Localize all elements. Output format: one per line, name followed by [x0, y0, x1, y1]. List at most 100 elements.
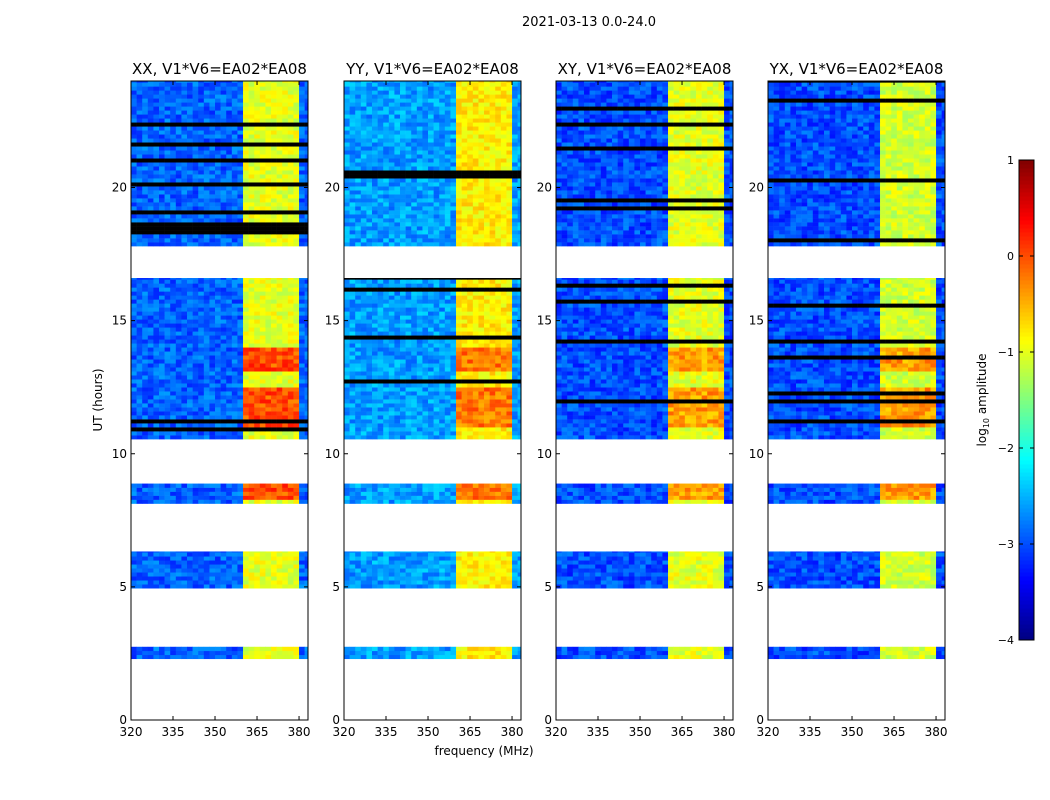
heatmap-cell: [299, 291, 305, 296]
heatmap-cell: [187, 403, 193, 408]
heatmap-cell: [422, 343, 429, 348]
heatmap-cell: [416, 646, 423, 652]
heatmap-cell: [489, 351, 496, 356]
heatmap-cell: [265, 403, 272, 408]
heatmap-cell: [372, 431, 378, 436]
heatmap-cell: [131, 327, 137, 332]
heatmap-cell: [237, 226, 244, 231]
heatmap-cell: [495, 419, 502, 424]
heatmap-cell: [282, 307, 289, 312]
heatmap-cell: [243, 238, 249, 243]
heatmap-cell: [276, 387, 283, 392]
heatmap-cell: [293, 311, 300, 316]
heatmap-cell: [276, 375, 283, 380]
heatmap-cell: [248, 654, 255, 660]
heatmap-cell: [422, 495, 429, 500]
heatmap-cell: [159, 106, 165, 111]
heatmap-cell: [495, 564, 502, 569]
heatmap-cell: [405, 491, 412, 496]
heatmap-cell: [304, 126, 309, 131]
heatmap-cell: [467, 371, 474, 376]
heatmap-cell: [164, 295, 171, 300]
heatmap-cell: [170, 343, 177, 348]
heatmap-cell: [512, 307, 518, 312]
heatmap-cell: [405, 379, 412, 384]
heatmap-cell: [304, 94, 309, 99]
heatmap-cell: [383, 379, 390, 384]
heatmap-cell: [131, 146, 137, 151]
heatmap-cell: [282, 431, 289, 436]
heatmap-cell: [203, 174, 210, 179]
heatmap-cell: [153, 568, 160, 573]
heatmap-cell: [271, 130, 277, 135]
heatmap-cell: [512, 331, 518, 336]
heatmap-cell: [226, 86, 233, 91]
heatmap-cell: [243, 331, 249, 336]
heatmap-cell: [495, 303, 502, 308]
heatmap-cell: [428, 367, 434, 372]
heatmap-cell: [293, 190, 300, 195]
heatmap-cell: [215, 230, 221, 235]
heatmap-cell: [433, 379, 440, 384]
heatmap-cell: [394, 307, 401, 312]
heatmap-cell: [400, 423, 406, 428]
heatmap-cell: [265, 391, 272, 396]
heatmap-cell: [484, 572, 490, 577]
heatmap-cell: [271, 363, 277, 368]
heatmap-cell: [489, 431, 496, 436]
heatmap-cell: [254, 287, 261, 292]
heatmap-cell: [416, 654, 423, 660]
heatmap-cell: [450, 355, 457, 360]
heatmap-cell: [366, 331, 373, 336]
heatmap-cell: [461, 419, 468, 424]
heatmap-cell: [131, 158, 137, 163]
heatmap-cell: [226, 331, 233, 336]
heatmap-cell: [254, 423, 261, 428]
heatmap-cell: [136, 495, 143, 500]
heatmap-cell: [271, 584, 277, 589]
heatmap-cell: [478, 299, 485, 304]
heatmap-cell: [388, 423, 395, 428]
heatmap-cell: [388, 295, 395, 300]
heatmap-cell: [411, 355, 418, 360]
heatmap-cell: [405, 359, 412, 364]
heatmap-cell: [265, 552, 272, 557]
heatmap-cell: [299, 190, 305, 195]
heatmap-cell: [136, 202, 143, 207]
heatmap-cell: [198, 291, 205, 296]
heatmap-cell: [484, 399, 490, 404]
heatmap-cell: [136, 568, 143, 573]
heatmap-cell: [164, 134, 171, 139]
heatmap-cell: [489, 499, 496, 504]
heatmap-cell: [147, 158, 154, 163]
heatmap-cell: [489, 363, 496, 368]
heatmap-cell: [192, 146, 199, 151]
heatmap-cell: [209, 166, 216, 171]
heatmap-cell: [170, 419, 177, 424]
heatmap-cell: [231, 142, 238, 147]
heatmap-cell: [360, 367, 367, 372]
heatmap-cell: [377, 307, 384, 312]
heatmap-cell: [433, 331, 440, 336]
heatmap-cell: [181, 483, 188, 488]
heatmap-cell: [147, 238, 154, 243]
heatmap-cell: [411, 483, 418, 488]
heatmap-cell: [170, 210, 177, 215]
heatmap-cell: [433, 646, 440, 652]
heatmap-cell: [131, 154, 137, 159]
heatmap-cell: [512, 411, 518, 416]
heatmap-cell: [366, 359, 373, 364]
heatmap-cell: [164, 359, 171, 364]
heatmap-cell: [226, 415, 233, 420]
heatmap-cell: [439, 299, 446, 304]
heatmap-cell: [293, 130, 300, 135]
heatmap-cell: [147, 315, 154, 320]
heatmap-cell: [478, 327, 485, 332]
heatmap-cell: [495, 371, 502, 376]
heatmap-cell: [293, 154, 300, 159]
heatmap-cell: [388, 387, 395, 392]
heatmap-cell: [231, 98, 238, 103]
heatmap-cell: [170, 323, 177, 328]
heatmap-cell: [181, 218, 188, 223]
heatmap-cell: [215, 347, 221, 352]
